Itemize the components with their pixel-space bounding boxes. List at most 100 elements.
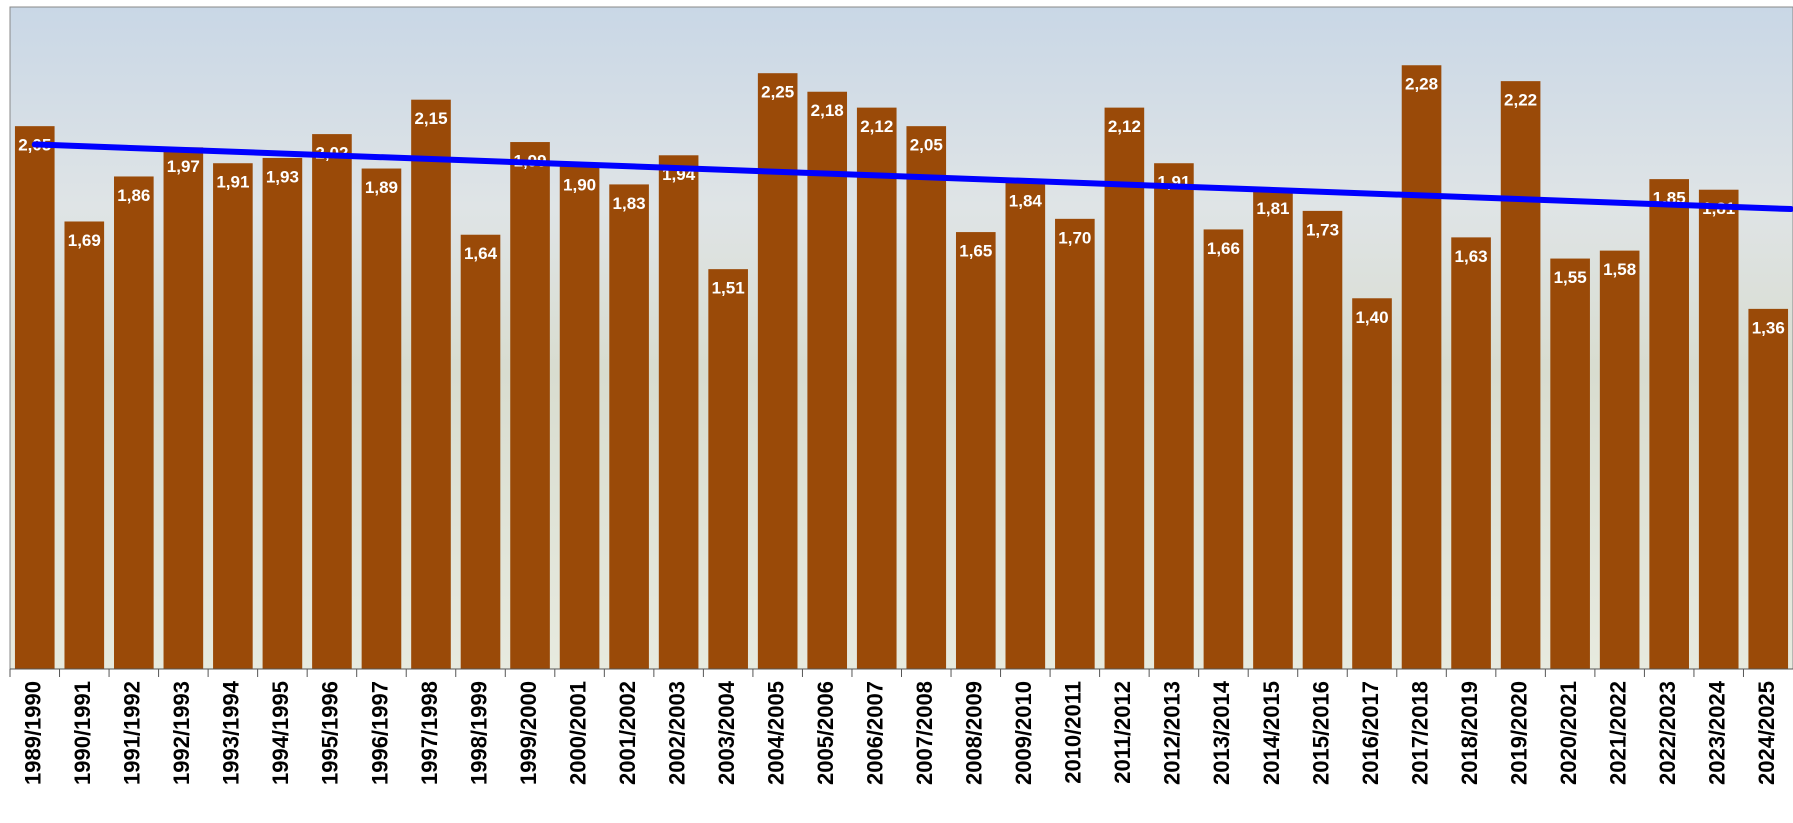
value-label: 1,40 bbox=[1355, 308, 1388, 327]
x-tick-label: 2014/2015 bbox=[1259, 681, 1284, 785]
value-label: 1,70 bbox=[1058, 228, 1091, 247]
bar bbox=[1401, 65, 1442, 670]
bar bbox=[955, 232, 996, 669]
value-label: 1,63 bbox=[1455, 247, 1488, 266]
bar bbox=[1649, 179, 1689, 669]
value-label: 2,28 bbox=[1405, 75, 1438, 94]
x-tick-label: 2013/2014 bbox=[1209, 680, 1234, 785]
value-label: 1,66 bbox=[1207, 239, 1240, 258]
x-tick-label: 2015/2016 bbox=[1308, 681, 1333, 785]
value-label: 1,97 bbox=[167, 157, 200, 176]
value-label: 1,64 bbox=[464, 244, 498, 263]
x-tick-label: 2012/2013 bbox=[1160, 681, 1185, 785]
bar bbox=[312, 134, 352, 669]
x-tick-label: 2010/2011 bbox=[1061, 681, 1086, 784]
x-tick-label: 1994/1995 bbox=[268, 681, 293, 785]
value-label: 2,12 bbox=[860, 117, 893, 136]
bar bbox=[1500, 81, 1541, 670]
value-label: 2,15 bbox=[414, 109, 447, 128]
bar bbox=[163, 147, 204, 669]
value-label: 1,91 bbox=[216, 173, 249, 192]
bar bbox=[460, 234, 501, 669]
x-tick-label: 1991/1992 bbox=[120, 681, 145, 785]
x-tick-label: 2011/2012 bbox=[1110, 681, 1135, 784]
bar bbox=[807, 91, 848, 669]
bar bbox=[658, 155, 699, 670]
value-label: 2,12 bbox=[1108, 117, 1141, 136]
bar bbox=[213, 163, 253, 669]
bar bbox=[1154, 163, 1194, 669]
x-tick-label: 2004/2005 bbox=[763, 681, 788, 785]
value-label: 1,55 bbox=[1554, 268, 1587, 287]
value-label: 1,90 bbox=[563, 175, 596, 194]
bar bbox=[262, 157, 303, 669]
x-tick-label: 1998/1999 bbox=[466, 681, 491, 785]
x-tick-label: 2000/2001 bbox=[565, 681, 590, 785]
bar bbox=[1748, 308, 1789, 669]
bar bbox=[361, 168, 402, 669]
x-tick-label: 1995/1996 bbox=[318, 681, 343, 785]
x-tick-label: 1996/1997 bbox=[367, 681, 392, 785]
bar bbox=[64, 221, 105, 669]
value-label: 1,93 bbox=[266, 167, 299, 186]
x-tick-label: 2002/2003 bbox=[664, 681, 689, 785]
value-label: 1,86 bbox=[117, 186, 150, 205]
value-label: 1,73 bbox=[1306, 220, 1339, 239]
x-tick-label: 2023/2024 bbox=[1705, 680, 1730, 785]
bar bbox=[1550, 258, 1590, 669]
x-tick-label: 2017/2018 bbox=[1407, 681, 1432, 785]
bar bbox=[609, 184, 649, 669]
value-label: 2,22 bbox=[1504, 91, 1537, 110]
bar bbox=[1104, 107, 1145, 669]
x-tick-label: 2007/2008 bbox=[912, 681, 937, 785]
value-label: 1,51 bbox=[712, 279, 745, 298]
bar bbox=[856, 107, 897, 669]
x-tick-label: 2019/2020 bbox=[1506, 681, 1531, 785]
bar bbox=[1451, 237, 1491, 669]
x-tick-label: 2001/2002 bbox=[615, 681, 640, 785]
bar bbox=[757, 73, 798, 669]
value-label: 2,25 bbox=[761, 83, 794, 102]
x-tick-label: 1990/1991 bbox=[70, 681, 95, 785]
x-tick-label: 1989/1990 bbox=[21, 681, 46, 785]
bar bbox=[14, 126, 55, 669]
value-label: 1,58 bbox=[1603, 260, 1636, 279]
bar bbox=[1698, 189, 1739, 669]
x-tick-label: 1997/1998 bbox=[417, 681, 442, 785]
bar bbox=[906, 126, 947, 669]
x-tick-label: 2008/2009 bbox=[962, 681, 987, 785]
value-label: 1,83 bbox=[613, 194, 646, 213]
x-tick-label: 2024/2025 bbox=[1754, 681, 1779, 785]
bar bbox=[1203, 229, 1244, 669]
trend-line bbox=[31, 141, 1793, 213]
value-label: 2,05 bbox=[910, 136, 943, 155]
bar bbox=[1005, 181, 1046, 669]
x-tick-label: 2003/2004 bbox=[714, 680, 739, 785]
value-label: 1,36 bbox=[1752, 318, 1785, 337]
bar bbox=[708, 269, 748, 669]
bar bbox=[114, 176, 154, 670]
x-tick-label: 1999/2000 bbox=[516, 681, 541, 785]
x-tick-label: 2016/2017 bbox=[1358, 681, 1383, 785]
plot-background bbox=[9, 6, 1793, 670]
x-tick-label: 1992/1993 bbox=[169, 681, 194, 785]
x-tick-label: 1993/1994 bbox=[219, 680, 244, 785]
bar bbox=[411, 99, 451, 670]
value-label: 1,84 bbox=[1009, 191, 1043, 210]
bar bbox=[1055, 218, 1095, 669]
bar bbox=[559, 165, 600, 669]
bar bbox=[1302, 210, 1343, 669]
x-tick-label: 2009/2010 bbox=[1011, 681, 1036, 785]
bar bbox=[1253, 189, 1293, 669]
x-tick-label: 2021/2022 bbox=[1605, 681, 1630, 785]
bar bbox=[510, 142, 550, 670]
x-tick-label: 2020/2021 bbox=[1556, 681, 1581, 785]
value-label: 2,18 bbox=[811, 101, 844, 120]
x-tick-label: 2006/2007 bbox=[863, 681, 888, 785]
value-label: 1,89 bbox=[365, 178, 398, 197]
bar bbox=[1352, 298, 1392, 669]
bar bbox=[1599, 250, 1640, 669]
x-tick-label: 2022/2023 bbox=[1655, 681, 1680, 785]
